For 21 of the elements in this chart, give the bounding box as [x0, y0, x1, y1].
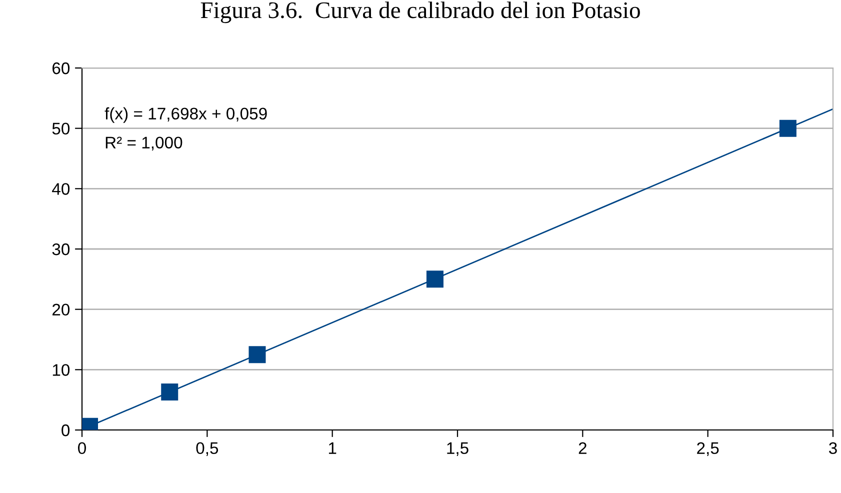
y-tick-label: 40	[52, 183, 70, 195]
y-tick-label: 0	[62, 424, 70, 436]
annotation: R² = 1,000	[106, 136, 182, 150]
y-tick-label: 30	[52, 243, 70, 256]
x-tick-label: 2	[578, 442, 586, 454]
x-tick-label: 2,5	[697, 442, 719, 456]
x-tick-label: 1	[328, 442, 336, 454]
x-tick-label: 0,5	[196, 442, 218, 456]
point	[779, 120, 796, 137]
x-tick-label: 0	[78, 442, 86, 454]
annotation: f(x) = 17,698x + 0,059	[104, 107, 267, 123]
chart-title: Figura 3.6. Curva de calibrado del ion Potasio	[200, 2, 640, 24]
point	[426, 270, 444, 288]
y-tick-label: 50	[52, 122, 70, 135]
y-tick-label: 20	[52, 304, 70, 316]
x-tick-label: 3	[829, 442, 837, 454]
point	[248, 346, 266, 364]
x-tick-label: 1,5	[447, 442, 468, 456]
y-tick-label: 60	[52, 62, 70, 74]
point	[161, 383, 178, 400]
y-tick-label: 10	[52, 364, 70, 376]
